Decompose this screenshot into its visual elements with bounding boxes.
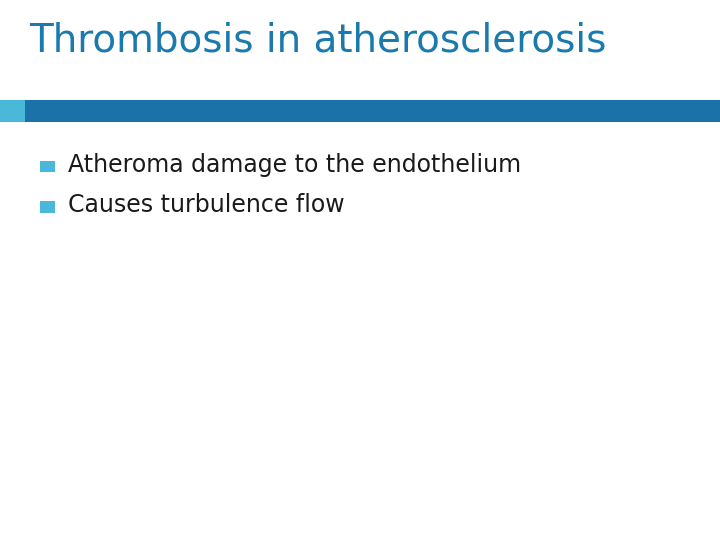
FancyBboxPatch shape bbox=[25, 100, 720, 122]
FancyBboxPatch shape bbox=[40, 201, 55, 213]
Text: Causes turbulence flow: Causes turbulence flow bbox=[68, 193, 345, 217]
FancyBboxPatch shape bbox=[40, 161, 55, 172]
Text: Atheroma damage to the endothelium: Atheroma damage to the endothelium bbox=[68, 153, 521, 177]
Text: Thrombosis in atherosclerosis: Thrombosis in atherosclerosis bbox=[29, 22, 606, 59]
FancyBboxPatch shape bbox=[0, 100, 25, 122]
